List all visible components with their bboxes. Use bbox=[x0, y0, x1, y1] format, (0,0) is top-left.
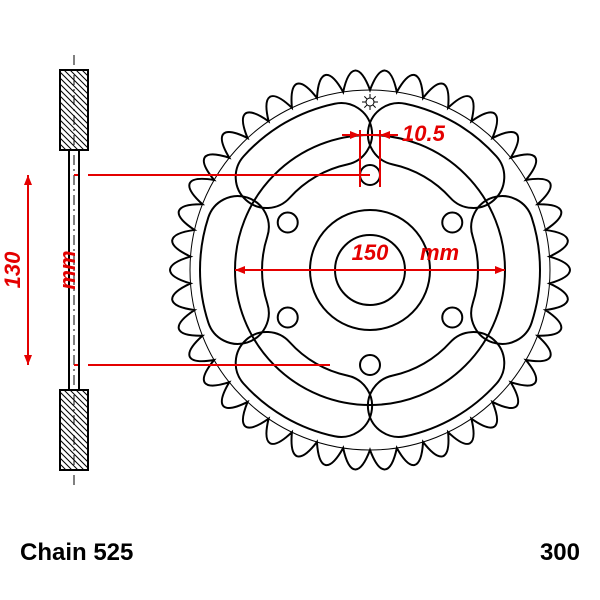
dim-130-unit: mm bbox=[55, 250, 80, 289]
bolt-hole bbox=[278, 308, 298, 328]
dim-150: 150 bbox=[352, 240, 389, 265]
cutout bbox=[368, 103, 504, 208]
dim-150-unit: mm bbox=[420, 240, 459, 265]
chain-label: Chain 525 bbox=[20, 539, 133, 566]
hatch bbox=[0, 390, 246, 470]
reference-mark bbox=[362, 94, 378, 110]
dim-130: 130 bbox=[0, 251, 25, 288]
dim-10-5: 10.5 bbox=[402, 121, 446, 146]
bolt-hole bbox=[278, 213, 298, 233]
cutout bbox=[236, 103, 372, 208]
part-number: 300 bbox=[540, 539, 580, 566]
bolt-hole bbox=[442, 213, 462, 233]
dimensions: 130 mm 150 mm 10.5 bbox=[0, 121, 505, 365]
bolt-hole bbox=[360, 355, 380, 375]
cutout bbox=[368, 332, 504, 437]
bolt-hole bbox=[442, 308, 462, 328]
hatch bbox=[0, 70, 246, 150]
cutout bbox=[236, 332, 372, 437]
